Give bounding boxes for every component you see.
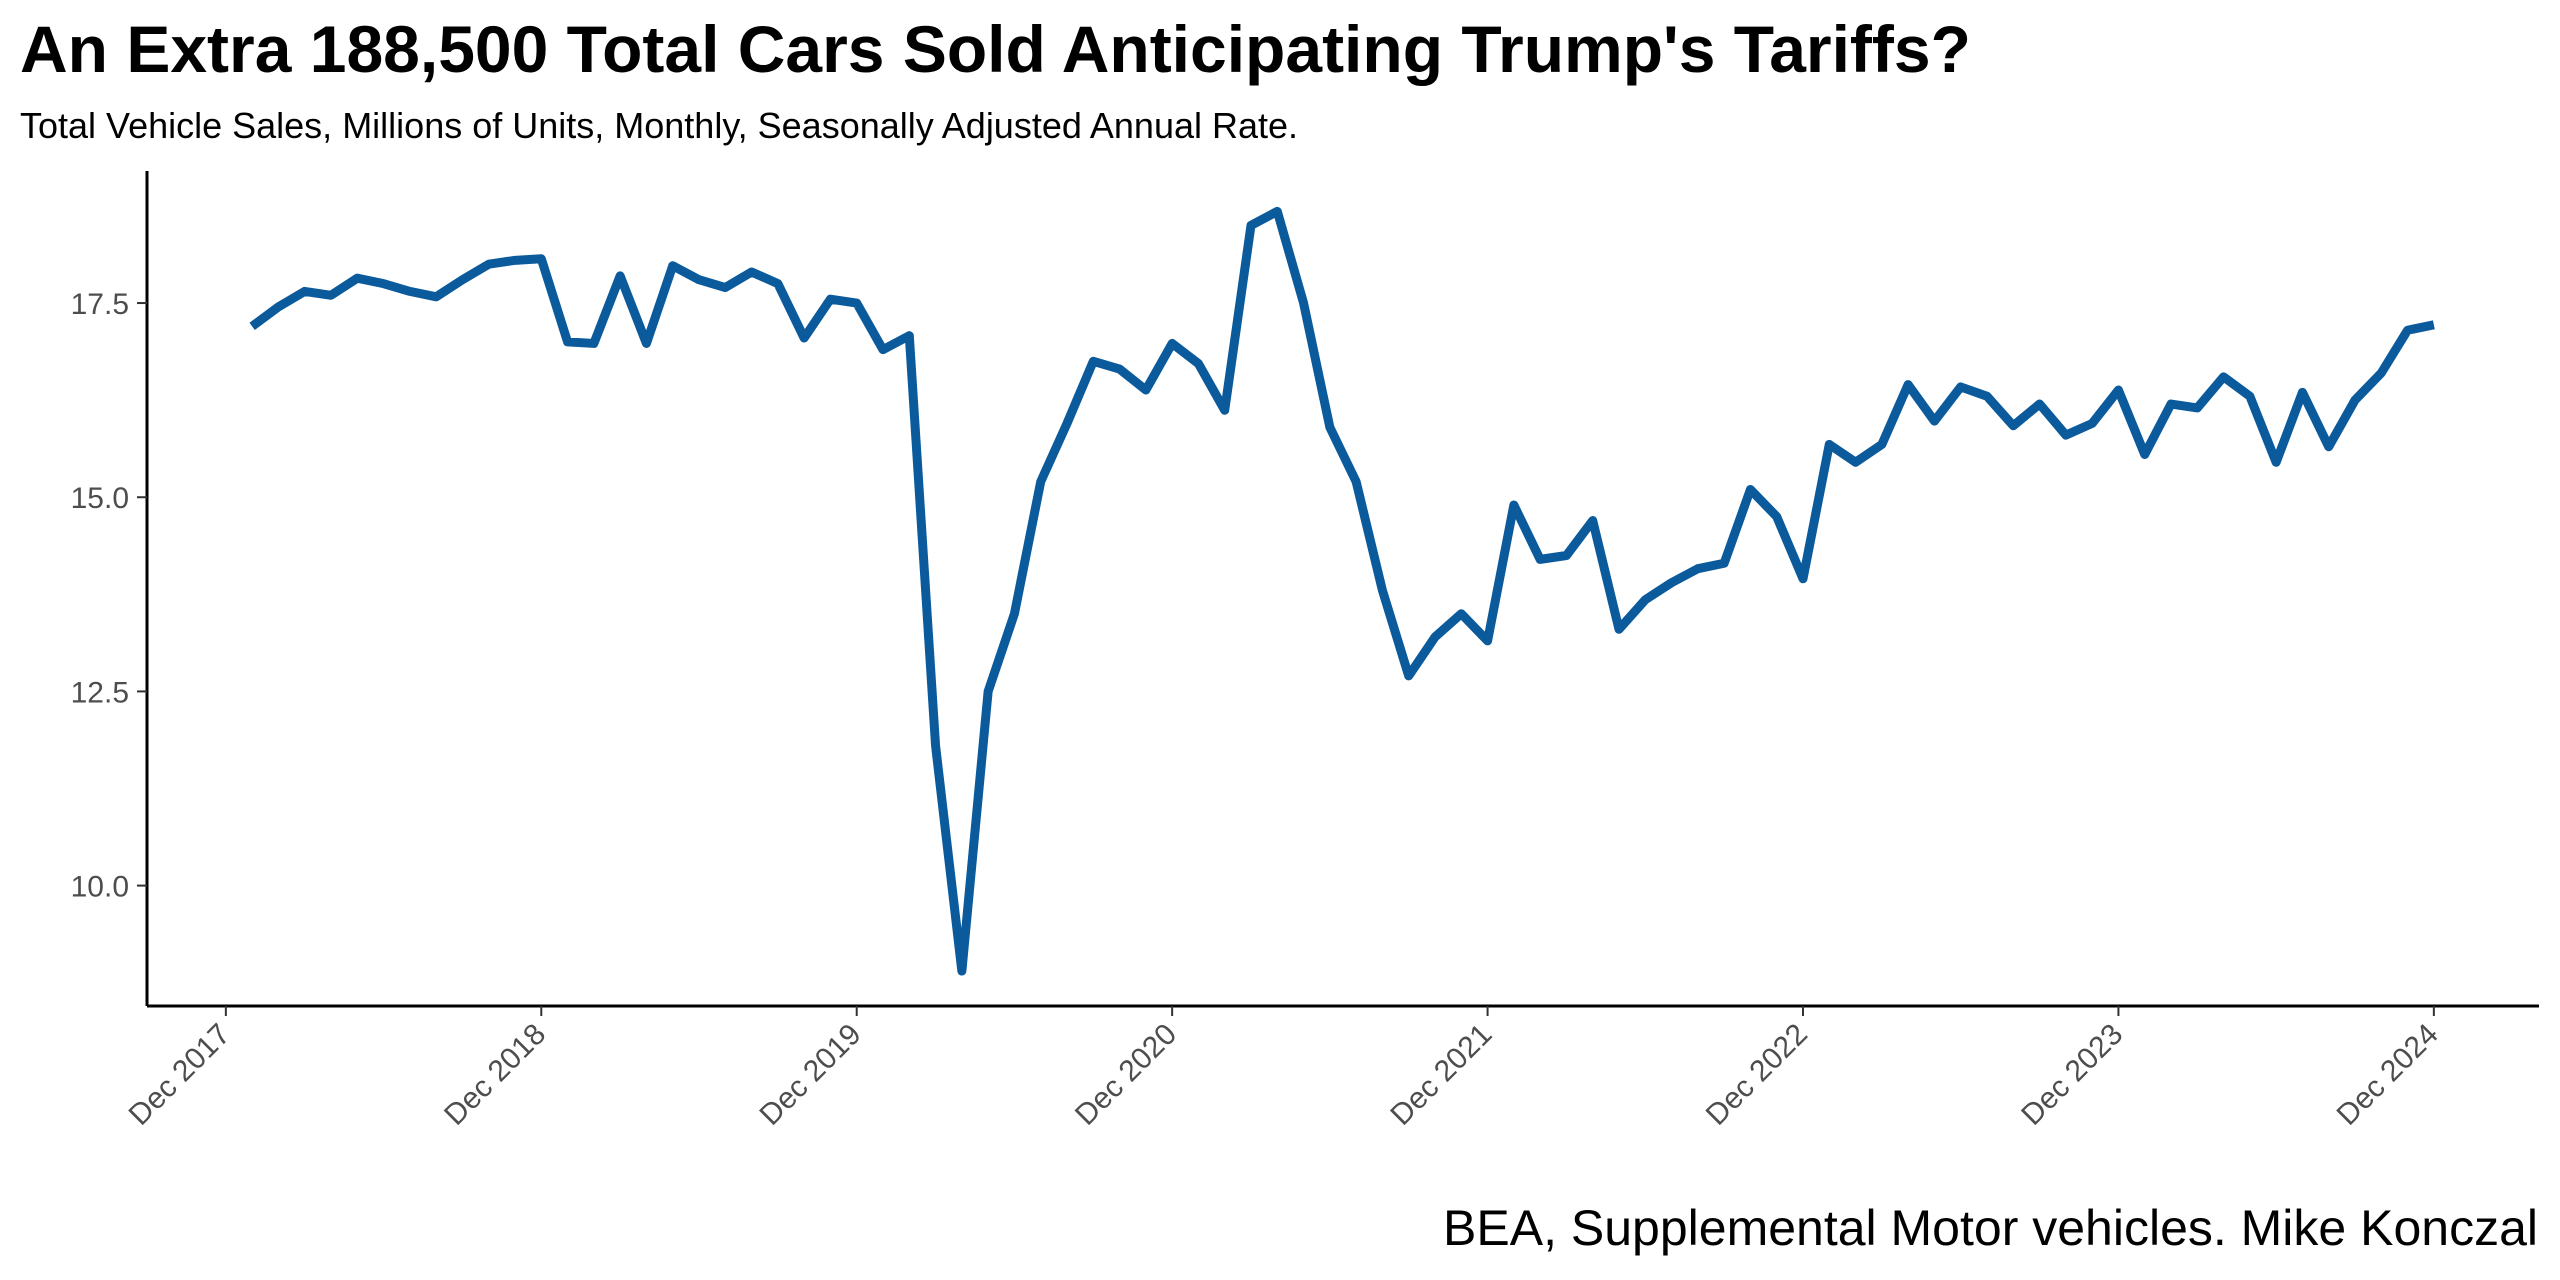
line-series [249, 206, 2435, 976]
x-tick-label: Dec 2018 [438, 1018, 552, 1132]
y-tick-label: 15.0 [71, 482, 129, 515]
x-tick-label: Dec 2019 [754, 1018, 868, 1132]
chart-caption: BEA, Supplemental Motor vehicles. Mike K… [1443, 1200, 2538, 1256]
x-tick-label: Dec 2023 [2015, 1018, 2129, 1132]
chart-subtitle: Total Vehicle Sales, Millions of Units, … [20, 105, 1298, 146]
x-tick-label: Dec 2020 [1069, 1018, 1183, 1132]
x-tick-label: Dec 2022 [1700, 1018, 1814, 1132]
chart-title: An Extra 188,500 Total Cars Sold Anticip… [20, 12, 1971, 86]
y-tick-label: 12.5 [71, 676, 129, 709]
x-tick-label: Dec 2021 [1384, 1018, 1498, 1132]
y-tick-label: 17.5 [71, 288, 129, 321]
x-tick-label: Dec 2024 [2331, 1018, 2445, 1132]
x-tick-label: Dec 2017 [123, 1018, 237, 1132]
y-tick-label: 10.0 [71, 871, 129, 904]
